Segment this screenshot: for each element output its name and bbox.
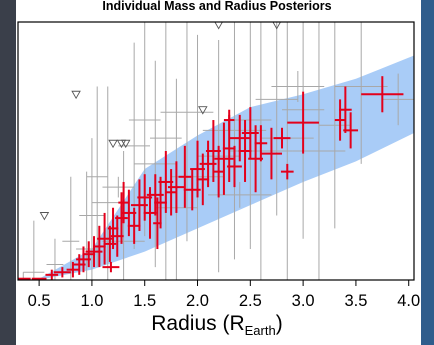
x-tick-label: 4.0 [397,292,420,310]
plot-frame [17,21,415,281]
upper-limit-marker [71,90,81,100]
plot-clip-group [18,22,414,280]
upper-limit-marker [198,106,208,115]
plot-area: 0.5 1.0 1.5 2.0 2.5 3.0 3.5 4.0 [17,21,420,310]
x-tick-label: 2.0 [186,292,209,310]
x-tick-label: 2.5 [239,292,262,310]
x-tick-label: 1.0 [80,292,103,310]
x-tick-label: 0.5 [28,292,51,310]
x-tick-label: 3.0 [292,292,315,310]
upper-limit-marker [120,139,131,149]
posterior-band [39,55,414,279]
left-photo-strip [0,0,16,345]
x-tick-label: 3.5 [344,292,367,310]
chart-title: Individual Mass and Radius Posteriors [102,0,332,13]
upper-limit-marker [214,22,223,30]
right-slide-border [421,0,434,345]
upper-limit-marker [272,22,281,30]
upper-limit-marker [108,139,118,149]
upper-limit-marker [39,212,50,221]
x-axis-label: Radius (REarth) [151,312,283,339]
x-tick-label: 1.5 [133,292,156,310]
